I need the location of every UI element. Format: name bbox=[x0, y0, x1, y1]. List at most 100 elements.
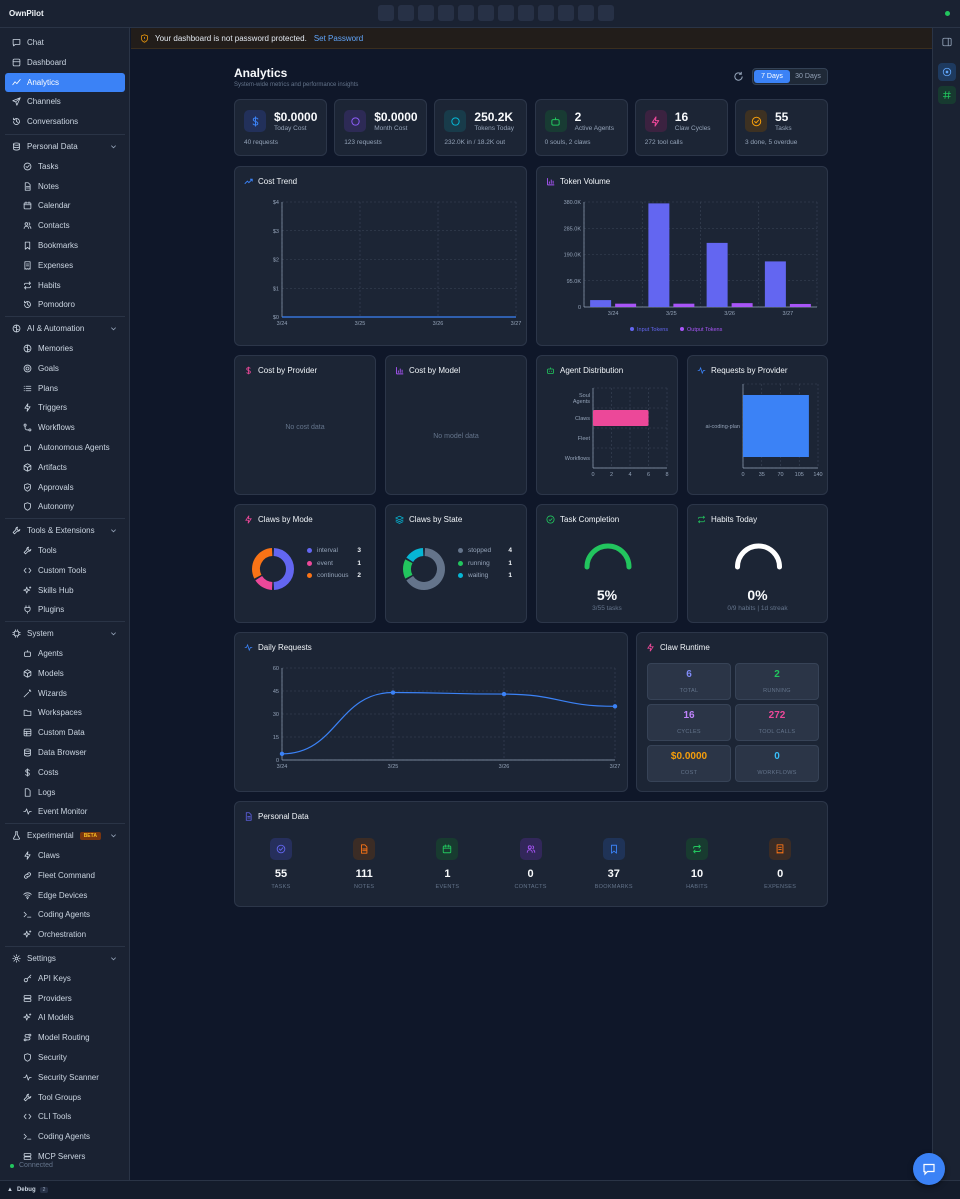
sidebar-section-settings[interactable]: Settings bbox=[5, 949, 125, 968]
donut-slice-running[interactable] bbox=[403, 559, 413, 579]
personal-data-habits[interactable]: 10 HABITS bbox=[672, 838, 722, 890]
sidebar-item-event-monitor[interactable]: Event Monitor bbox=[18, 802, 125, 821]
sidebar-item-cli-tools[interactable]: CLI Tools bbox=[18, 1107, 125, 1126]
sidebar-item-workspaces[interactable]: Workspaces bbox=[18, 703, 125, 722]
tab-placeholder[interactable] bbox=[498, 5, 514, 21]
tab-placeholder[interactable] bbox=[558, 5, 574, 21]
debug-toggle[interactable]: ▲ Debug 2 bbox=[7, 1187, 49, 1193]
sidebar-section-personal-data[interactable]: Personal Data bbox=[5, 137, 125, 156]
bar-input-tokens[interactable] bbox=[590, 300, 612, 307]
donut-slice-interval[interactable] bbox=[273, 548, 294, 590]
personal-data-tasks[interactable]: 55 TASKS bbox=[256, 838, 306, 890]
sidebar-item-notes[interactable]: Notes bbox=[18, 177, 125, 196]
personal-data-events[interactable]: 1 EVENTS bbox=[422, 838, 472, 890]
bar-output-tokens[interactable] bbox=[673, 303, 695, 307]
personal-data-notes[interactable]: 111 NOTES bbox=[339, 838, 389, 890]
bar-input-tokens[interactable] bbox=[706, 242, 728, 307]
sidebar-item-orchestration[interactable]: Orchestration bbox=[18, 925, 125, 944]
donut-slice-continuous[interactable] bbox=[252, 548, 273, 579]
tab-placeholder[interactable] bbox=[378, 5, 394, 21]
sidebar-item-custom-data[interactable]: Custom Data bbox=[18, 723, 125, 742]
sidebar-item-data-browser[interactable]: Data Browser bbox=[18, 743, 125, 762]
bar-claws[interactable] bbox=[593, 410, 649, 426]
data-point[interactable] bbox=[612, 704, 618, 709]
sidebar-item-habits[interactable]: Habits bbox=[18, 276, 125, 295]
sidebar-item-expenses[interactable]: Expenses bbox=[18, 256, 125, 275]
sidebar-item-workflows[interactable]: Workflows bbox=[18, 418, 125, 437]
sidebar-item-coding-agents[interactable]: Coding Agents bbox=[18, 905, 125, 924]
personal-data-bookmarks[interactable]: 37 BOOKMARKS bbox=[589, 838, 639, 890]
refresh-icon[interactable] bbox=[733, 71, 744, 82]
sidebar-item-pomodoro[interactable]: Pomodoro bbox=[18, 295, 125, 314]
personal-data-expenses[interactable]: 0 EXPENSES bbox=[755, 838, 805, 890]
channels-button[interactable] bbox=[938, 86, 956, 104]
bar-output-tokens[interactable] bbox=[731, 303, 753, 307]
sidebar-item-contacts[interactable]: Contacts bbox=[18, 216, 125, 235]
sidebar-item-conversations[interactable]: Conversations bbox=[5, 112, 125, 131]
sidebar-item-edge-devices[interactable]: Edge Devices bbox=[18, 886, 125, 905]
sidebar-item-fleet-command[interactable]: Fleet Command bbox=[18, 866, 125, 885]
sidebar-item-memories[interactable]: Memories bbox=[18, 339, 125, 358]
set-password-link[interactable]: Set Password bbox=[313, 33, 364, 43]
bar-input-tokens[interactable] bbox=[648, 203, 670, 307]
sidebar-item-dashboard[interactable]: Dashboard bbox=[5, 53, 125, 72]
chat-fab-button[interactable] bbox=[913, 1153, 945, 1185]
tab-placeholder[interactable] bbox=[518, 5, 534, 21]
personal-data-contacts[interactable]: 0 CONTACTS bbox=[506, 838, 556, 890]
sidebar-item-tool-groups[interactable]: Tool Groups bbox=[18, 1088, 125, 1107]
sidebar-item-ai-models[interactable]: AI Models bbox=[18, 1008, 125, 1027]
sidebar-item-coding-agents[interactable]: Coding Agents bbox=[18, 1127, 125, 1146]
data-point[interactable] bbox=[501, 691, 507, 697]
sidebar-item-plans[interactable]: Plans bbox=[18, 379, 125, 398]
sidebar-item-calendar[interactable]: Calendar bbox=[18, 196, 125, 215]
sidebar-item-claws[interactable]: Claws bbox=[18, 846, 125, 865]
sidebar-item-bookmarks[interactable]: Bookmarks bbox=[18, 236, 125, 255]
toggle-panel-button[interactable] bbox=[938, 33, 956, 51]
donut-slice-stopped[interactable] bbox=[406, 548, 445, 590]
sidebar-item-mcp-servers[interactable]: MCP Servers bbox=[18, 1147, 125, 1166]
sidebar-item-api-keys[interactable]: API Keys bbox=[18, 969, 125, 988]
tab-placeholder[interactable] bbox=[398, 5, 414, 21]
sidebar-item-plugins[interactable]: Plugins bbox=[18, 600, 125, 619]
bar-ai-coding-plan[interactable] bbox=[743, 395, 809, 457]
tab-placeholder[interactable] bbox=[478, 5, 494, 21]
sidebar-item-costs[interactable]: Costs bbox=[18, 763, 125, 782]
bar-output-tokens[interactable] bbox=[615, 303, 637, 307]
sidebar-item-security-scanner[interactable]: Security Scanner bbox=[18, 1068, 125, 1087]
sidebar-item-wizards[interactable]: Wizards bbox=[18, 684, 125, 703]
sidebar-item-tasks[interactable]: Tasks bbox=[18, 157, 125, 176]
sidebar-section-system[interactable]: System bbox=[5, 624, 125, 643]
tab-placeholder[interactable] bbox=[538, 5, 554, 21]
data-point[interactable] bbox=[390, 690, 396, 695]
data-point[interactable] bbox=[279, 751, 285, 757]
sidebar-item-autonomy[interactable]: Autonomy bbox=[18, 497, 125, 516]
tab-placeholder[interactable] bbox=[438, 5, 454, 21]
tab-placeholder[interactable] bbox=[578, 5, 594, 21]
sidebar-item-agents[interactable]: Agents bbox=[18, 644, 125, 663]
donut-slice-waiting[interactable] bbox=[406, 548, 424, 563]
donut-slice-event[interactable] bbox=[255, 575, 273, 590]
sidebar-item-custom-tools[interactable]: Custom Tools bbox=[18, 561, 125, 580]
sidebar-item-analytics[interactable]: Analytics bbox=[5, 72, 125, 92]
tab-placeholder[interactable] bbox=[598, 5, 614, 21]
sidebar-item-models[interactable]: Models bbox=[18, 664, 125, 683]
range-7-days-button[interactable]: 7 Days bbox=[754, 70, 790, 83]
sidebar-item-skills-hub[interactable]: Skills Hub bbox=[18, 581, 125, 600]
tab-placeholder[interactable] bbox=[458, 5, 474, 21]
sidebar-section-tools-and-extensions[interactable]: Tools & Extensions bbox=[5, 521, 125, 540]
sidebar-item-chat[interactable]: Chat bbox=[5, 33, 125, 52]
sidebar-item-approvals[interactable]: Approvals bbox=[18, 478, 125, 497]
sidebar-item-channels[interactable]: Channels bbox=[5, 92, 125, 111]
range-30-days-button[interactable]: 30 Days bbox=[795, 73, 821, 80]
sidebar-item-tools[interactable]: Tools bbox=[18, 541, 125, 560]
sidebar-item-triggers[interactable]: Triggers bbox=[18, 398, 125, 417]
sidebar-item-goals[interactable]: Goals bbox=[18, 359, 125, 378]
sidebar-section-ai-and-automation[interactable]: AI & Automation bbox=[5, 319, 125, 338]
sidebar-item-security[interactable]: Security bbox=[18, 1048, 125, 1067]
sidebar-item-autonomous-agents[interactable]: Autonomous Agents bbox=[18, 438, 125, 457]
bar-output-tokens[interactable] bbox=[789, 303, 811, 307]
sidebar-item-logs[interactable]: Logs bbox=[18, 783, 125, 802]
sidebar-item-providers[interactable]: Providers bbox=[18, 989, 125, 1008]
sidebar-item-artifacts[interactable]: Artifacts bbox=[18, 458, 125, 477]
tab-placeholder[interactable] bbox=[418, 5, 434, 21]
